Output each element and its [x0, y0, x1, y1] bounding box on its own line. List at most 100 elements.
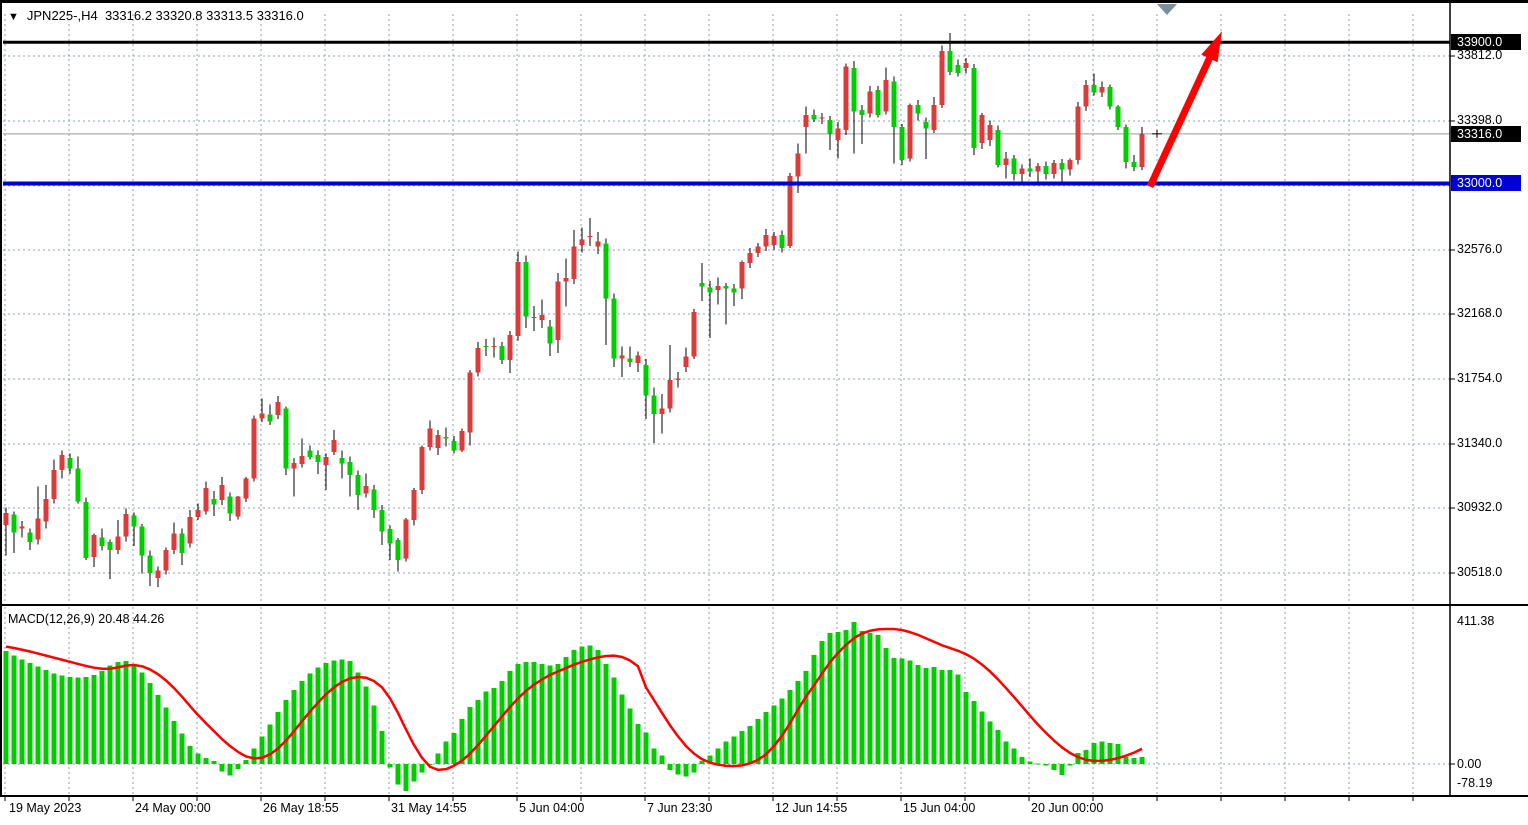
candle-down: [643, 365, 649, 396]
candle-down: [971, 68, 977, 148]
candle-up: [515, 261, 521, 337]
candle-up: [91, 535, 97, 557]
macd-histogram-bar: [531, 662, 537, 764]
candle-up: [683, 356, 689, 367]
candle-up: [203, 488, 209, 512]
macd-histogram-bar: [795, 681, 801, 764]
macd-histogram-bar: [59, 675, 65, 764]
macd-histogram-bar: [1131, 757, 1137, 764]
macd-histogram-bar: [875, 634, 881, 764]
candle-up: [475, 348, 481, 373]
candle-down: [547, 326, 553, 344]
candle-up: [787, 176, 793, 247]
candle-up: [275, 401, 281, 416]
macd-histogram-bar: [563, 656, 569, 764]
macd-histogram-bar: [755, 719, 761, 764]
macd-histogram-bar: [35, 666, 41, 764]
candle-down: [891, 81, 897, 127]
macd-histogram-bar: [891, 658, 897, 764]
candle-down: [451, 440, 457, 451]
candle-down: [915, 105, 921, 114]
candle-up: [659, 408, 665, 415]
macd-signal-line: [5, 627, 1143, 772]
candle-down: [139, 526, 145, 556]
trend-arrow-head[interactable]: [1201, 31, 1222, 63]
candle-down: [723, 286, 729, 289]
macd-histogram-bar: [139, 672, 145, 764]
macd-histogram-bar: [723, 741, 729, 764]
candle-up: [1067, 160, 1073, 170]
candle-up: [803, 115, 809, 127]
candle-down: [371, 489, 377, 510]
candle-down: [611, 298, 617, 359]
macd-histogram-bar: [1027, 761, 1033, 764]
candle-up: [635, 355, 641, 363]
candle-down: [1123, 126, 1129, 162]
candle-down: [651, 395, 657, 415]
candle-up: [867, 91, 873, 114]
macd-histogram-bar: [371, 705, 377, 764]
candle-up: [675, 378, 681, 381]
macd-histogram-bar: [675, 764, 681, 775]
macd-histogram-bar: [19, 659, 25, 764]
candle-up: [579, 239, 585, 245]
macd-histogram-bar: [843, 630, 849, 764]
candle-down: [731, 288, 737, 293]
candle-down: [483, 346, 489, 348]
macd-histogram-bar: [747, 726, 753, 764]
time-axis-label: 12 Jun 14:55: [775, 801, 848, 815]
macd-histogram-bar: [211, 761, 217, 764]
candle-down: [707, 287, 713, 293]
candle-up: [835, 128, 841, 141]
candle-down: [131, 515, 137, 527]
macd-histogram-bar: [259, 736, 265, 764]
trend-arrow[interactable]: [1146, 51, 1216, 189]
macd-histogram-bar: [115, 662, 121, 764]
candle-up: [587, 236, 593, 238]
macd-scale-zero-label: 0.00: [1457, 757, 1482, 771]
time-axis-label: 19 May 2023: [9, 801, 82, 815]
macd-histogram-bar: [963, 691, 969, 764]
macd-histogram-bar: [715, 748, 721, 764]
macd-histogram-bar: [331, 660, 337, 764]
candle-down: [211, 498, 217, 505]
candle-down: [875, 90, 881, 116]
macd-histogram-bar: [811, 654, 817, 764]
macd-histogram-bar: [771, 705, 777, 764]
macd-histogram-bar: [323, 662, 329, 764]
time-axis-label: 20 Jun 00:00: [1031, 801, 1104, 815]
candle-up: [291, 462, 297, 469]
candle-down: [923, 121, 929, 129]
candle-down: [379, 509, 385, 532]
macd-histogram-bar: [459, 719, 465, 764]
macd-histogram-bar: [651, 748, 657, 764]
candle-up: [1035, 166, 1041, 172]
macd-histogram-bar: [187, 746, 193, 764]
panel-separator: [0, 604, 1528, 606]
candle-down: [27, 532, 33, 543]
macd-histogram-bar: [1075, 752, 1081, 764]
macd-histogram-bar: [99, 670, 105, 764]
candle-up: [747, 253, 753, 264]
price-badge: 33000.0: [1451, 175, 1521, 192]
macd-histogram-bar: [979, 711, 985, 764]
macd-histogram-bar: [483, 691, 489, 764]
macd-histogram-bar: [1067, 764, 1073, 766]
candle-down: [955, 64, 961, 73]
candle-up: [531, 316, 537, 319]
time-axis-label: 5 Jun 04:00: [519, 801, 585, 815]
candle-up: [187, 516, 193, 544]
macd-histogram-bar: [995, 729, 1001, 764]
macd-histogram-bar: [867, 632, 873, 764]
candle-up: [459, 430, 465, 451]
candle-up: [1019, 168, 1025, 175]
candle-down: [859, 109, 865, 116]
macd-histogram-bar: [163, 707, 169, 764]
candle-up: [419, 446, 425, 491]
candle-down: [339, 457, 345, 464]
candle-up: [819, 117, 825, 119]
candle-up: [571, 246, 577, 280]
macd-histogram-bar: [1091, 742, 1097, 764]
macd-histogram-bar: [411, 764, 417, 782]
